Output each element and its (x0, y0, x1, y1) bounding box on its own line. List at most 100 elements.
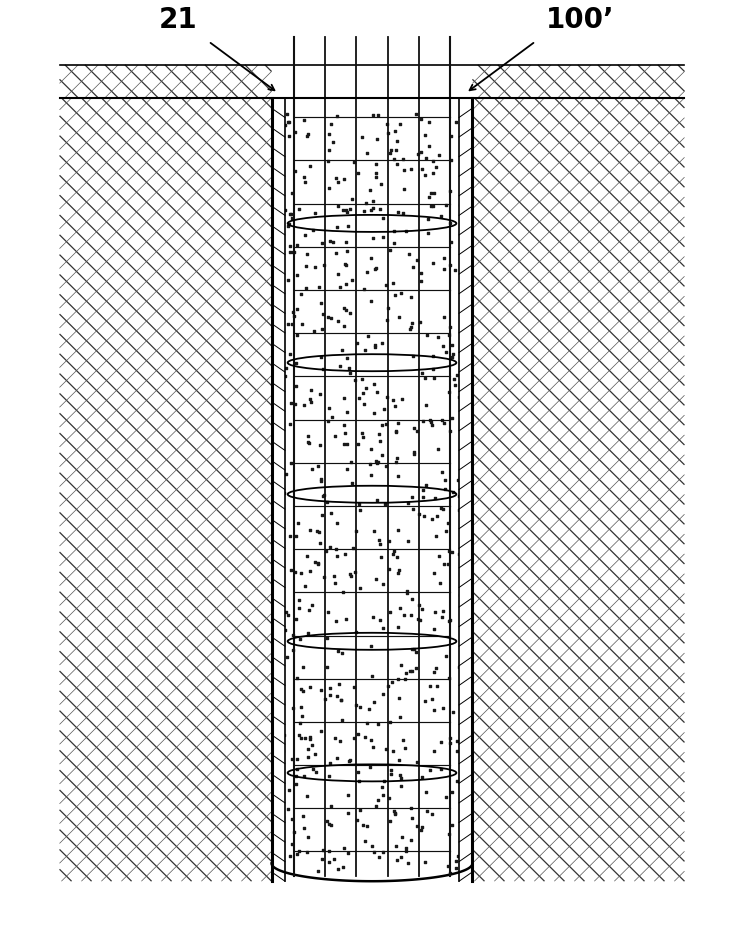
Point (373, 612, 385, 627)
Point (361, 819, 373, 834)
Point (443, 544, 455, 559)
Point (452, 744, 464, 759)
Point (417, 482, 429, 497)
Point (430, 160, 442, 175)
Point (423, 189, 435, 205)
Point (327, 234, 339, 249)
Point (280, 466, 292, 482)
Point (323, 855, 335, 870)
Point (287, 643, 299, 658)
Point (425, 414, 437, 429)
Point (318, 691, 330, 706)
Point (453, 487, 465, 503)
Point (390, 839, 402, 854)
Point (290, 777, 302, 792)
Point (297, 684, 309, 699)
Point (332, 313, 344, 328)
Point (296, 708, 308, 724)
Point (334, 280, 346, 295)
Point (296, 316, 308, 331)
Point (381, 116, 393, 131)
Point (387, 744, 399, 759)
Point (380, 278, 392, 293)
Point (341, 350, 353, 366)
Point (461, 332, 472, 347)
Point (434, 575, 446, 590)
Point (373, 716, 385, 731)
Point (420, 150, 432, 166)
Point (416, 366, 428, 381)
Point (331, 515, 343, 530)
Point (275, 807, 287, 823)
Point (298, 112, 310, 128)
Point (411, 252, 423, 268)
Point (416, 770, 428, 785)
Point (405, 810, 417, 825)
Point (423, 114, 435, 129)
Point (359, 729, 371, 744)
Point (444, 257, 456, 272)
Point (288, 824, 300, 840)
Point (332, 644, 344, 659)
Point (458, 780, 470, 795)
Point (315, 471, 327, 486)
Point (405, 162, 417, 177)
Point (446, 337, 458, 352)
Point (292, 202, 304, 217)
Point (381, 389, 393, 405)
Point (277, 850, 289, 865)
Point (458, 594, 470, 609)
Point (304, 158, 315, 173)
Point (341, 235, 353, 250)
Point (337, 203, 349, 218)
Point (437, 502, 449, 517)
Point (444, 736, 456, 751)
Point (365, 467, 376, 483)
Point (443, 385, 455, 400)
Point (401, 585, 413, 601)
Point (371, 385, 383, 400)
Point (449, 854, 461, 869)
Point (391, 454, 403, 469)
Point (327, 568, 339, 584)
Point (370, 571, 382, 586)
Point (323, 400, 335, 415)
Point (388, 803, 400, 819)
Point (440, 345, 452, 360)
Point (403, 247, 415, 262)
Point (389, 288, 401, 303)
Point (394, 779, 406, 794)
Point (332, 267, 344, 282)
Point (435, 501, 447, 516)
Point (357, 817, 369, 832)
Point (451, 773, 463, 788)
Point (389, 806, 401, 822)
Point (286, 317, 298, 332)
Point (388, 235, 400, 250)
Point (393, 690, 405, 705)
Point (299, 579, 311, 594)
Point (321, 630, 333, 645)
Point (331, 220, 343, 235)
Point (364, 183, 376, 198)
Point (287, 701, 299, 716)
Point (368, 524, 380, 539)
Point (434, 148, 446, 163)
Point (428, 622, 440, 637)
Point (428, 664, 440, 680)
Point (390, 424, 402, 439)
Point (385, 605, 397, 620)
Point (340, 303, 352, 318)
Point (293, 601, 305, 616)
Point (317, 362, 329, 377)
Point (318, 570, 330, 585)
Point (278, 727, 289, 743)
Point (302, 127, 314, 142)
Point (403, 495, 414, 510)
Point (391, 450, 403, 466)
Point (300, 258, 312, 273)
Point (417, 508, 429, 524)
Point (405, 489, 417, 505)
Point (427, 198, 439, 213)
Point (286, 811, 298, 826)
